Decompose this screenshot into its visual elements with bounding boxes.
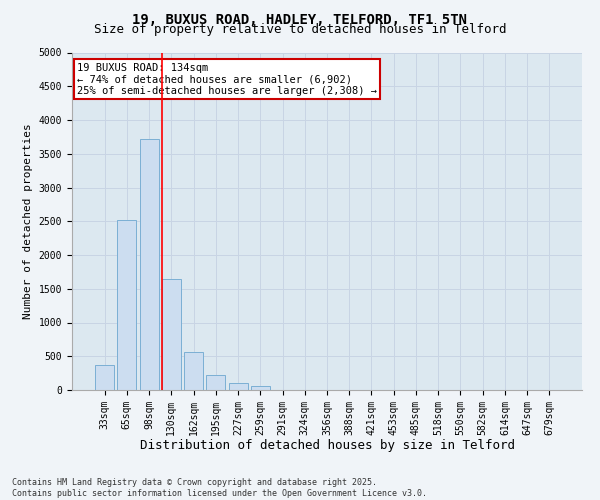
Bar <box>140 139 158 390</box>
Bar <box>206 375 225 390</box>
Text: 19, BUXUS ROAD, HADLEY, TELFORD, TF1 5TN: 19, BUXUS ROAD, HADLEY, TELFORD, TF1 5TN <box>133 12 467 26</box>
Y-axis label: Number of detached properties: Number of detached properties <box>23 124 33 319</box>
Text: Size of property relative to detached houses in Telford: Size of property relative to detached ho… <box>94 22 506 36</box>
Bar <box>251 386 270 390</box>
Bar <box>184 352 203 390</box>
Text: 19 BUXUS ROAD: 134sqm
← 74% of detached houses are smaller (6,902)
25% of semi-d: 19 BUXUS ROAD: 134sqm ← 74% of detached … <box>77 62 377 96</box>
Text: Contains HM Land Registry data © Crown copyright and database right 2025.
Contai: Contains HM Land Registry data © Crown c… <box>12 478 427 498</box>
Bar <box>95 365 114 390</box>
Bar <box>118 220 136 390</box>
X-axis label: Distribution of detached houses by size in Telford: Distribution of detached houses by size … <box>139 439 515 452</box>
Bar <box>162 280 181 390</box>
Bar <box>229 383 248 390</box>
